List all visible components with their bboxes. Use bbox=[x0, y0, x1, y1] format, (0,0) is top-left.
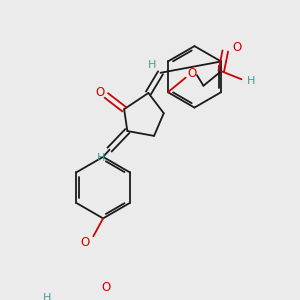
Text: O: O bbox=[188, 67, 197, 80]
Text: H: H bbox=[43, 292, 52, 300]
Text: H: H bbox=[148, 60, 157, 70]
Text: O: O bbox=[95, 86, 104, 99]
Text: O: O bbox=[232, 41, 241, 54]
Text: H: H bbox=[247, 76, 255, 86]
Text: H: H bbox=[97, 153, 106, 163]
Text: O: O bbox=[81, 236, 90, 249]
Text: O: O bbox=[101, 280, 110, 294]
